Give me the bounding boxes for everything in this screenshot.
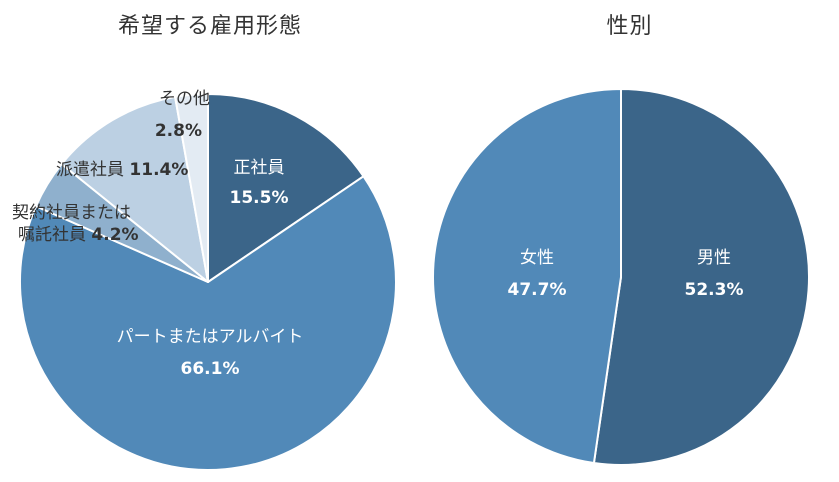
label-part-name: パートまたはアルバイト (116, 327, 304, 347)
label-female-pct: 47.7% (507, 280, 567, 300)
label-other: その他 2.8% (146, 88, 210, 142)
label-male: 男性 52.3% (674, 247, 754, 301)
label-haken-name: 派遣社員 (56, 160, 124, 180)
label-female-name: 女性 (520, 248, 554, 268)
pie-slice (18, 175, 397, 471)
label-keiyaku-name-line2: 嘱託社員 (18, 225, 86, 245)
pie-slice (432, 88, 622, 465)
label-keiyaku: 契約社員または 嘱託社員 4.2% (12, 202, 139, 246)
pie-slice (592, 88, 810, 466)
label-other-pct: 2.8% (154, 121, 202, 141)
pie-slice (207, 93, 365, 283)
label-part-pct: 66.1% (180, 359, 240, 379)
label-other-name: その他 (159, 89, 210, 109)
label-seishain-name: 正社員 (233, 158, 285, 178)
label-male-pct: 52.3% (684, 280, 744, 300)
chart-title-gender: 性別 (606, 14, 653, 39)
label-part: パートまたはアルバイト 66.1% (90, 326, 330, 380)
label-male-name: 男性 (697, 248, 731, 268)
label-keiyaku-name-line1: 契約社員または (12, 203, 131, 223)
pie-slice (60, 95, 209, 283)
label-seishain: 正社員 15.5% (224, 157, 294, 209)
pie-slice (174, 93, 209, 283)
label-keiyaku-pct: 4.2% (91, 225, 139, 245)
label-seishain-pct: 15.5% (229, 188, 289, 208)
label-female: 女性 47.7% (497, 247, 577, 301)
label-haken: 派遣社員 11.4% (56, 159, 188, 181)
pie-gender (432, 88, 810, 466)
pie-employment (18, 93, 397, 471)
chart-title-employment: 希望する雇用形態 (117, 14, 302, 39)
label-haken-pct: 11.4% (129, 160, 189, 180)
